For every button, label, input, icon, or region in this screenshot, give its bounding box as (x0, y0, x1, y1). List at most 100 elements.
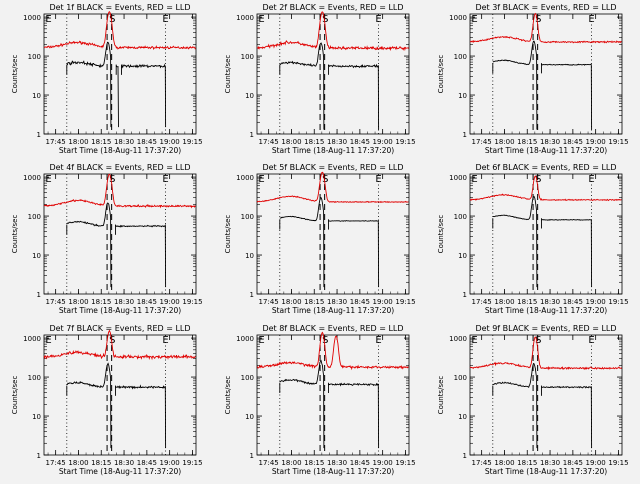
x-tick-label: 18:15 (91, 138, 111, 146)
lld-series-line (43, 329, 196, 361)
x-tick-label: 18:30 (327, 138, 347, 146)
events-series-line (66, 202, 112, 288)
marker-s: S (322, 14, 328, 25)
y-axis-label: Counts/sec (11, 215, 19, 254)
x-tick-label: 18:30 (540, 459, 560, 467)
y-tick-label: 1000 (236, 174, 254, 182)
marker-e: E (375, 335, 381, 346)
y-tick-label: 10 (245, 92, 254, 100)
x-tick-label: 17:45 (259, 138, 279, 146)
x-axis-label: Start Time (18-Aug-11 17:37:20) (59, 146, 181, 155)
x-tick-label: 19:15 (182, 138, 202, 146)
marker-e: E (258, 335, 264, 346)
x-tick-label: 18:45 (350, 138, 370, 146)
x-tick-label: 17:45 (472, 459, 492, 467)
y-tick-label: 10 (32, 413, 41, 421)
y-tick-label: 10 (458, 92, 467, 100)
x-tick-label: 18:15 (91, 298, 111, 306)
x-tick-label: 18:00 (494, 138, 514, 146)
x-tick-label: 18:30 (114, 459, 134, 467)
marker-e: E (471, 174, 477, 185)
x-axis-label: Start Time (18-Aug-11 17:37:20) (485, 146, 607, 155)
x-tick-label: 18:45 (137, 298, 157, 306)
plot-frame (256, 334, 410, 456)
x-tick-label: 18:15 (304, 298, 324, 306)
y-tick-label: 1000 (449, 335, 467, 343)
y-tick-label: 1 (463, 291, 467, 299)
lld-series-line (469, 175, 622, 202)
x-tick-label: 17:45 (46, 459, 66, 467)
y-tick-label: 100 (454, 374, 467, 382)
plot-frame (256, 173, 410, 295)
y-tick-label: 1 (250, 452, 254, 460)
events-series-line (66, 362, 112, 449)
x-tick-label: 18:15 (517, 459, 537, 467)
marker-s: S (109, 174, 115, 185)
marker-e: E (588, 14, 594, 25)
events-series-line (115, 384, 167, 449)
lld-series-line (469, 336, 622, 371)
marker-s: S (535, 335, 541, 346)
y-axis-label: Counts/sec (224, 376, 232, 415)
y-tick-label: 1 (37, 452, 41, 460)
detector-panel-8: Det 8f BLACK = Events, RED = LLD 1 10 100 10… (224, 324, 416, 476)
x-tick-label: 18:15 (517, 298, 537, 306)
y-tick-label: 1000 (23, 14, 41, 22)
marker-s: S (535, 14, 541, 25)
y-tick-label: 100 (241, 213, 254, 221)
lld-series-line (256, 11, 409, 52)
x-tick-label: 18:00 (68, 138, 88, 146)
events-series-line (121, 63, 167, 128)
lld-series-line (43, 173, 196, 209)
marker-e: E (162, 174, 168, 185)
y-tick-label: 1000 (449, 174, 467, 182)
x-tick-label: 19:00 (586, 138, 606, 146)
plot-frame (256, 13, 410, 135)
lld-series-line (256, 171, 409, 204)
marker-e: E (375, 174, 381, 185)
panel-title: Det 2f BLACK = Events, RED = LLD (262, 3, 403, 12)
marker-s: S (109, 335, 115, 346)
marker-s: S (322, 335, 328, 346)
events-series-line (66, 41, 112, 128)
y-tick-label: 1 (37, 291, 41, 299)
x-tick-label: 19:00 (586, 459, 606, 467)
x-tick-label: 18:00 (281, 459, 301, 467)
y-tick-label: 1 (250, 131, 254, 139)
events-series-line (541, 218, 593, 288)
panel-title: Det 6f BLACK = Events, RED = LLD (475, 163, 616, 172)
y-tick-label: 100 (241, 53, 254, 61)
x-tick-label: 19:15 (608, 459, 628, 467)
events-series-line (492, 195, 538, 288)
detector-panel-4: Det 4f BLACK = Events, RED = LLD 1 10 100 10… (11, 163, 203, 315)
x-tick-label: 17:45 (259, 459, 279, 467)
x-tick-label: 18:45 (350, 298, 370, 306)
x-tick-label: 18:15 (517, 138, 537, 146)
detector-panel-3: Det 3f BLACK = Events, RED = LLD 1 10 100 10… (437, 3, 629, 155)
marker-e: E (45, 14, 51, 25)
panel-title: Det 1f BLACK = Events, RED = LLD (49, 3, 190, 12)
x-tick-label: 18:00 (68, 298, 88, 306)
x-tick-label: 19:15 (395, 298, 415, 306)
y-tick-label: 1 (250, 291, 254, 299)
y-axis-label: Counts/sec (224, 55, 232, 94)
y-tick-label: 100 (454, 213, 467, 221)
x-tick-label: 17:45 (46, 298, 66, 306)
x-tick-label: 19:15 (608, 138, 628, 146)
marker-s: S (322, 174, 328, 185)
detector-panel-9: Det 9f BLACK = Events, RED = LLD 1 10 100 10… (437, 324, 629, 476)
events-series-line (541, 385, 593, 449)
x-tick-label: 19:15 (395, 459, 415, 467)
y-tick-label: 1000 (236, 14, 254, 22)
x-tick-label: 18:15 (304, 459, 324, 467)
events-series-line (115, 65, 119, 128)
x-tick-label: 18:30 (114, 298, 134, 306)
x-axis-label: Start Time (18-Aug-11 17:37:20) (59, 467, 181, 476)
x-tick-label: 19:15 (182, 298, 202, 306)
x-tick-label: 18:45 (137, 459, 157, 467)
x-tick-label: 19:00 (160, 298, 180, 306)
events-series-line (279, 197, 325, 288)
events-series-line (279, 42, 325, 130)
